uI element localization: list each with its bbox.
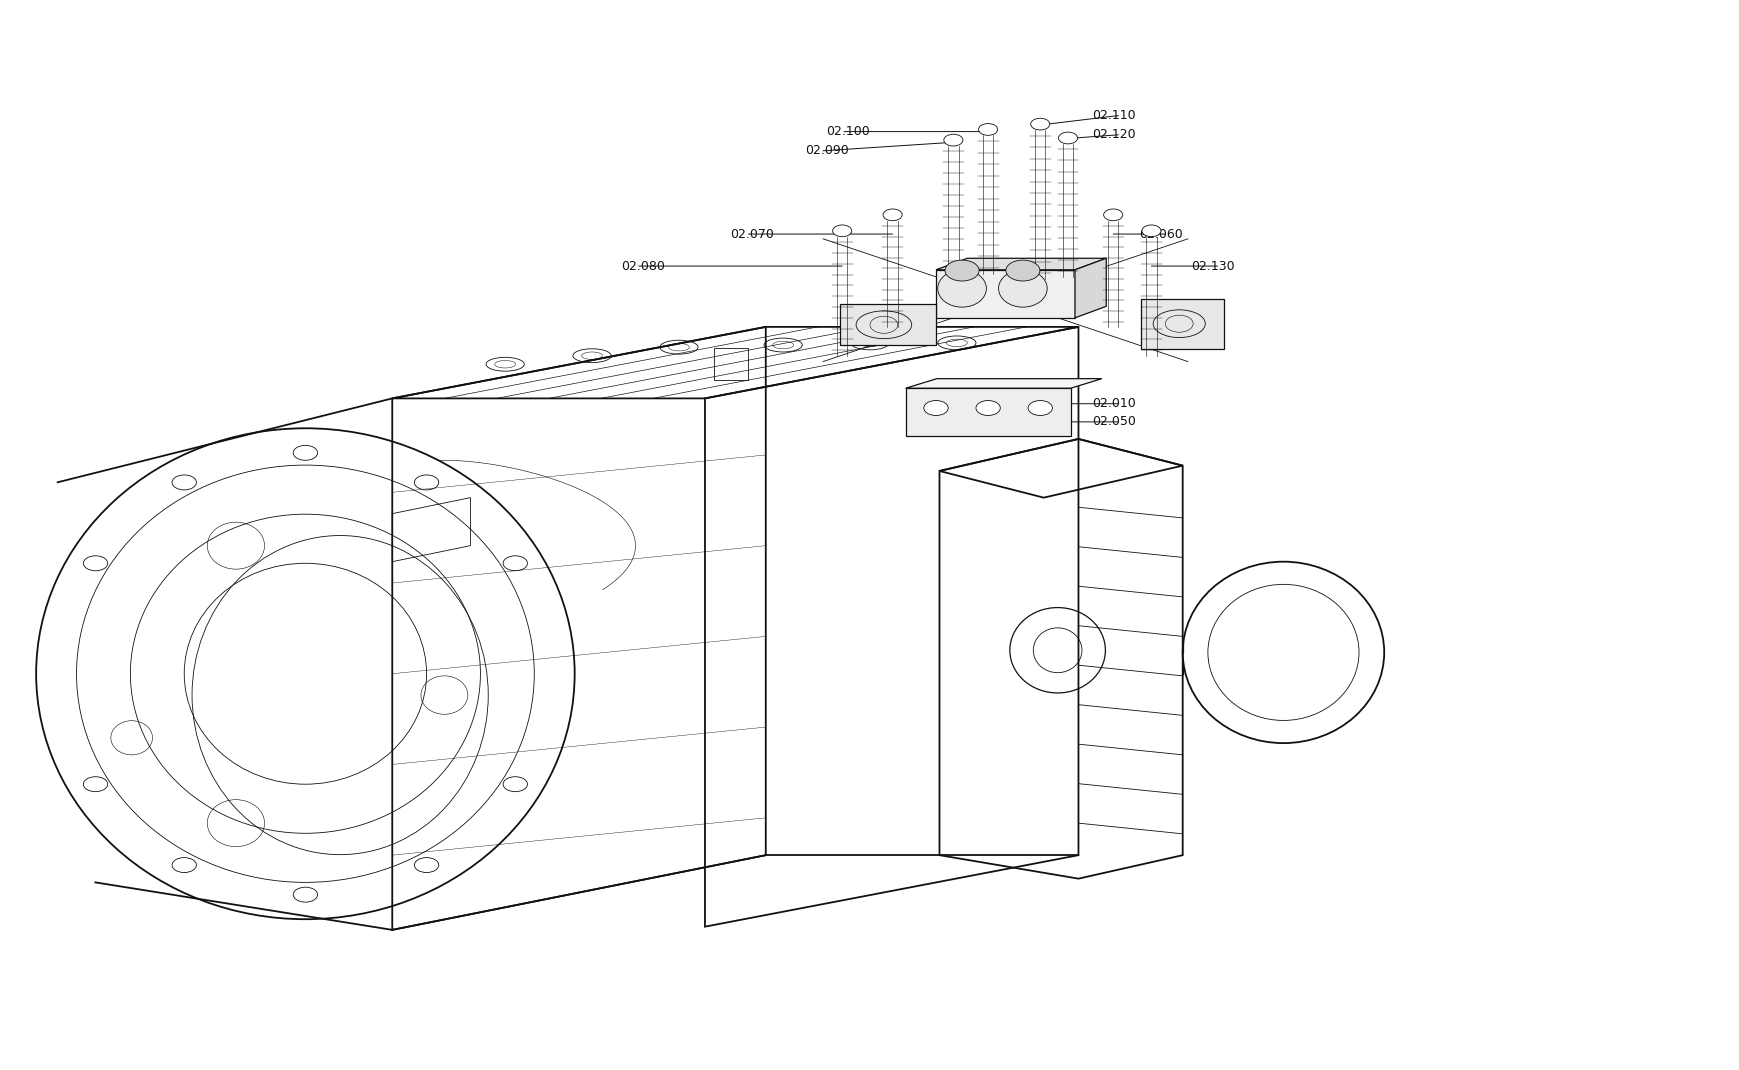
Circle shape xyxy=(1005,260,1040,281)
Circle shape xyxy=(944,260,979,281)
Text: 02.050: 02.050 xyxy=(1092,415,1136,428)
Text: 02.120: 02.120 xyxy=(1092,128,1136,141)
Text: 02.130: 02.130 xyxy=(1191,260,1235,273)
Polygon shape xyxy=(1141,300,1224,349)
Circle shape xyxy=(1028,400,1052,415)
Text: 02.060: 02.060 xyxy=(1139,228,1183,241)
Circle shape xyxy=(1029,119,1049,129)
Circle shape xyxy=(1103,209,1122,220)
Text: 02.010: 02.010 xyxy=(1092,397,1136,410)
Text: 02.110: 02.110 xyxy=(1092,109,1136,122)
Circle shape xyxy=(1141,225,1160,236)
Text: 02.070: 02.070 xyxy=(730,228,774,241)
Ellipse shape xyxy=(937,270,986,307)
Text: 02.080: 02.080 xyxy=(621,260,664,273)
Text: 02.090: 02.090 xyxy=(805,144,849,157)
Circle shape xyxy=(976,400,1000,415)
Bar xyxy=(713,348,748,380)
Circle shape xyxy=(882,209,901,220)
Polygon shape xyxy=(1075,258,1106,318)
Circle shape xyxy=(1057,132,1076,143)
Polygon shape xyxy=(904,379,1101,388)
Circle shape xyxy=(833,225,852,236)
Circle shape xyxy=(923,400,948,415)
Polygon shape xyxy=(840,305,936,345)
Polygon shape xyxy=(936,258,1106,270)
Circle shape xyxy=(943,134,962,146)
Ellipse shape xyxy=(998,270,1047,307)
Polygon shape xyxy=(936,270,1075,318)
Text: 02.100: 02.100 xyxy=(826,125,870,138)
Circle shape xyxy=(977,124,996,135)
Polygon shape xyxy=(904,388,1069,437)
